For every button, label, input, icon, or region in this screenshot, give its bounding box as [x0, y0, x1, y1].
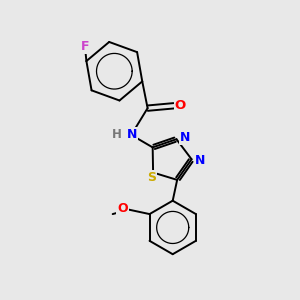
Text: F: F: [81, 40, 89, 53]
Text: O: O: [175, 99, 186, 112]
Text: O: O: [117, 202, 128, 215]
Text: H: H: [112, 128, 121, 141]
Text: S: S: [147, 171, 156, 184]
Text: N: N: [195, 154, 205, 167]
Text: N: N: [180, 131, 190, 144]
Text: N: N: [127, 128, 137, 141]
